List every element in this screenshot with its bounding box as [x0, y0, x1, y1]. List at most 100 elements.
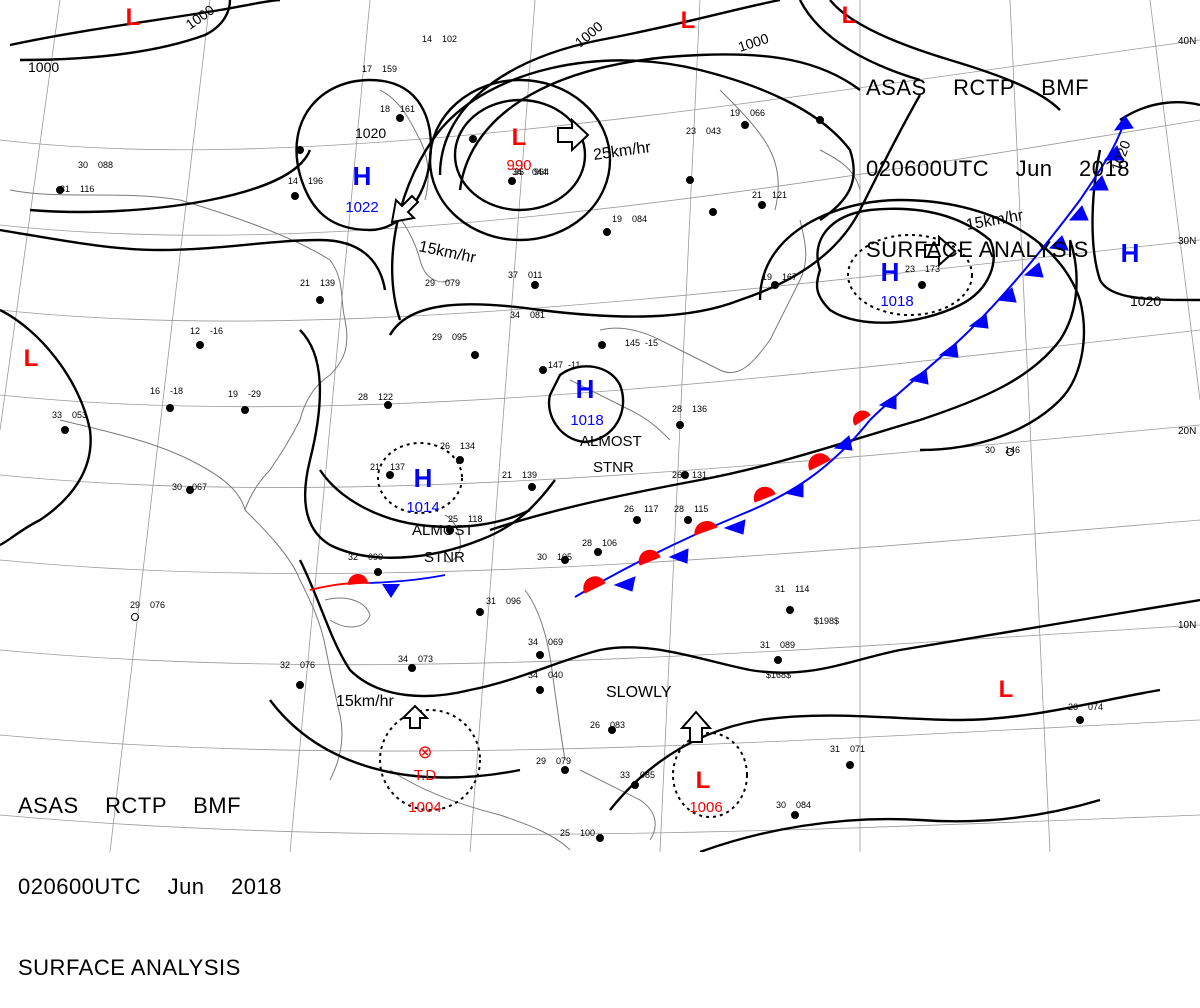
station-pressure: 115	[694, 504, 708, 514]
station-temperature: 14	[288, 176, 298, 186]
station-pressure: 095	[452, 332, 467, 342]
station-dot	[687, 177, 694, 184]
station-pressure: 121	[772, 190, 787, 200]
station-dot	[297, 682, 304, 689]
header-line-1: ASAS RCTP BMF	[866, 74, 1130, 101]
tropical-depression-symbol: ⊗	[417, 742, 432, 762]
station-pressure: 100	[580, 828, 595, 838]
header-line-1: ASAS RCTP BMF	[18, 792, 282, 819]
station-dot	[537, 652, 544, 659]
station-dot	[242, 407, 249, 414]
station-dot	[509, 178, 516, 185]
system-note: ALMOST	[412, 522, 474, 539]
low-pressure-symbol: L	[999, 676, 1014, 703]
latitude-label: 30N	[1178, 236, 1196, 247]
station-pressure: 073	[418, 654, 433, 664]
station-temperature: 25	[560, 828, 570, 838]
latitude-label: 10N	[1178, 620, 1196, 631]
station-temperature: 28	[582, 538, 592, 548]
station-temperature: 32	[348, 552, 358, 562]
station-pressure: 196	[308, 176, 323, 186]
system-note: STNR	[593, 459, 634, 476]
center-pressure-value: 1022	[345, 199, 378, 216]
station-temperature: 145	[625, 338, 640, 348]
station-dot	[759, 202, 766, 209]
station-pressure: 083	[610, 720, 625, 730]
header-line-3: SURFACE ANALYSIS	[18, 954, 282, 981]
station-dot	[292, 193, 299, 200]
system-note: ALMOST	[580, 433, 642, 450]
station-pressure: 964	[534, 167, 549, 177]
station-temperature: 14	[422, 34, 432, 44]
low-pressure-symbol: L	[24, 345, 39, 372]
station-temperature: 26	[590, 720, 600, 730]
tropical-depression-pressure: 1004	[408, 799, 441, 816]
station-dot	[685, 517, 692, 524]
station-dot	[457, 457, 464, 464]
station-pressure: 161	[400, 104, 415, 114]
station-pressure: 167	[782, 272, 797, 282]
motion-speed-label: 15km/hr	[336, 693, 394, 710]
station-pressure: 159	[382, 64, 397, 74]
station-temperature: 34	[510, 310, 520, 320]
center-pressure-value: 1018	[570, 412, 603, 429]
station-temperature: 26	[440, 441, 450, 451]
station-temperature: 21	[752, 190, 762, 200]
station-pressure: 071	[850, 744, 865, 754]
station-pressure: 066	[750, 108, 765, 118]
low-pressure-symbol: L	[842, 2, 857, 29]
station-temperature: 147	[548, 360, 563, 370]
station-pressure: 081	[530, 310, 545, 320]
center-pressure-value: 990	[506, 157, 531, 174]
station-temperature: 16	[150, 386, 160, 396]
station-temperature: 29	[130, 600, 140, 610]
station-pressure: 117	[644, 504, 658, 514]
station-temperature: 37	[508, 270, 518, 280]
station-dot	[540, 367, 547, 374]
station-pressure: 084	[632, 214, 647, 224]
isobar-label: 1020	[1130, 293, 1161, 309]
station-pressure: 067	[192, 482, 207, 492]
station-temperature: 21	[370, 462, 380, 472]
station-dot	[792, 812, 799, 819]
station-temperature: 32	[280, 660, 290, 670]
tropical-depression-label: T.D	[414, 767, 437, 784]
station-temperature: 31	[60, 184, 70, 194]
station-temperature: 28	[674, 504, 684, 514]
station-dot	[1077, 717, 1084, 724]
station-temperature: 29	[425, 278, 435, 288]
isobar-label: 1000	[28, 59, 59, 75]
station-dot	[62, 427, 69, 434]
station-pressure: 069	[548, 637, 563, 647]
station-temperature: 28	[358, 392, 368, 402]
station-pressure: $168$	[766, 670, 791, 680]
low-pressure-symbol: L	[126, 4, 141, 31]
station-pressure: 139	[320, 278, 335, 288]
station-pressure: 053	[72, 410, 87, 420]
header-bottom-left: ASAS RCTP BMF 020600UTC Jun 2018 SURFACE…	[18, 738, 282, 1008]
station-temperature: 23	[686, 126, 696, 136]
station-temperature: 29	[432, 332, 442, 342]
station-pressure: -16	[210, 326, 223, 336]
station-pressure: 089	[780, 640, 795, 650]
station-temperature: 33	[52, 410, 62, 420]
low-pressure-symbol: L	[512, 124, 527, 151]
station-pressure: 096	[506, 596, 521, 606]
station-temperature: 30	[776, 800, 786, 810]
station-temperature: 19	[730, 108, 740, 118]
station-pressure: 076	[300, 660, 315, 670]
station-temperature: 12	[190, 326, 200, 336]
station-pressure: 084	[796, 800, 811, 810]
station-temperature: 30	[172, 482, 182, 492]
station-temperature: 31	[486, 596, 496, 606]
header-line-2: 020600UTC Jun 2018	[866, 155, 1130, 182]
station-temperature: 30	[78, 160, 88, 170]
latitude-label: 20N	[1178, 426, 1196, 437]
high-pressure-symbol: H	[576, 374, 595, 404]
low-pressure-symbol: L	[681, 7, 696, 34]
station-dot	[710, 209, 717, 216]
station-pressure: -18	[170, 386, 183, 396]
station-pressure: 134	[460, 441, 475, 451]
station-pressure: 076	[150, 600, 165, 610]
station-temperature: 30	[537, 552, 547, 562]
